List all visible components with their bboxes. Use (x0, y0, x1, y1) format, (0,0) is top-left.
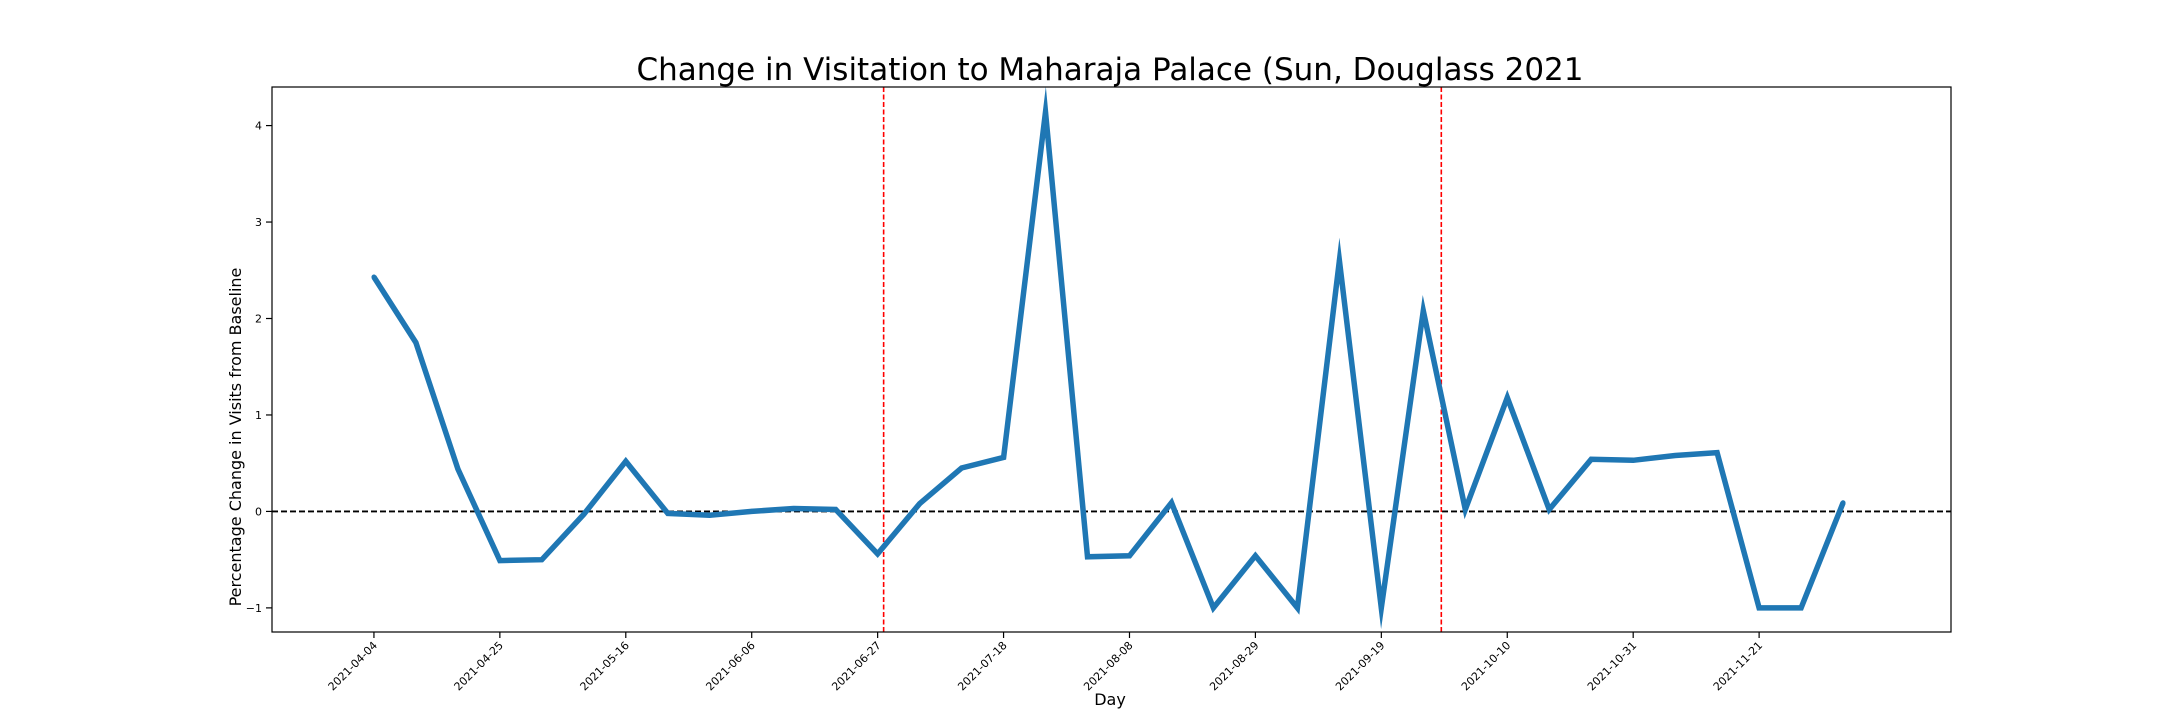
x-tick-label: 2021-06-06 (703, 639, 757, 693)
data-point (1252, 553, 1258, 559)
plot-area: −1 0 1 2 3 4 2021-04-04 2021-04-25 2021-05-16 202… (246, 86, 1952, 693)
y-tick-label: 2 (255, 313, 262, 326)
data-point (1210, 605, 1216, 611)
data-point (707, 512, 713, 518)
x-tick-label: 2021-09-19 (1333, 639, 1387, 693)
data-point (1001, 454, 1007, 460)
data-point (581, 511, 587, 517)
y-axis-label: Percentage Change in Visits from Baselin… (226, 268, 245, 607)
data-point (1462, 506, 1468, 512)
data-point (413, 340, 419, 346)
y-tick-label: 3 (255, 216, 262, 229)
data-point (1085, 554, 1091, 560)
data-point (1840, 500, 1846, 506)
x-tick-label: 2021-07-18 (955, 639, 1009, 693)
data-point (1168, 500, 1174, 506)
x-tick-label: 2021-04-25 (452, 639, 506, 693)
plot-frame (271, 86, 1952, 633)
data-point (1546, 506, 1552, 512)
data-point (665, 510, 671, 516)
data-point (1294, 605, 1300, 611)
x-tick-label: 2021-04-04 (326, 639, 380, 693)
series-line-1 (371, 86, 1846, 630)
data-point (1043, 109, 1049, 115)
x-tick-label: 2021-08-08 (1081, 639, 1135, 693)
data-point (1714, 450, 1720, 456)
data-point (1420, 308, 1426, 314)
data-point (539, 557, 545, 563)
y-tick-label: 1 (255, 409, 262, 422)
x-tick-label: 2021-06-27 (829, 639, 883, 693)
data-point (1672, 452, 1678, 458)
data-point (1588, 456, 1594, 462)
data-point (875, 551, 881, 557)
data-point (1126, 553, 1132, 559)
data-point (371, 274, 377, 280)
y-tick-label: 0 (255, 505, 262, 518)
data-point (791, 506, 797, 512)
x-tick-label: 2021-10-31 (1585, 639, 1639, 693)
data-point (917, 501, 923, 507)
data-point (1798, 605, 1804, 611)
data-point (1378, 605, 1384, 611)
data-point (833, 506, 839, 512)
x-tick-label: 2021-10-10 (1459, 639, 1513, 693)
y-tick-label: 4 (255, 120, 262, 133)
x-axis-label: Day (1094, 690, 1126, 709)
data-point (497, 558, 503, 564)
data-point (749, 508, 755, 514)
x-tick-label: 2021-11-21 (1711, 639, 1765, 693)
chart-title: Change in Visitation to Maharaja Palace … (637, 52, 1584, 88)
x-tick-label: 2021-08-29 (1207, 639, 1261, 693)
data-point (1504, 395, 1510, 401)
data-point (1336, 258, 1342, 264)
data-point (1630, 457, 1636, 463)
data-point (959, 465, 965, 471)
x-tick-label: 2021-05-16 (578, 639, 632, 693)
data-point (1756, 605, 1762, 611)
data-point (455, 466, 461, 472)
y-tick-label: −1 (246, 602, 262, 615)
data-point (623, 458, 629, 464)
